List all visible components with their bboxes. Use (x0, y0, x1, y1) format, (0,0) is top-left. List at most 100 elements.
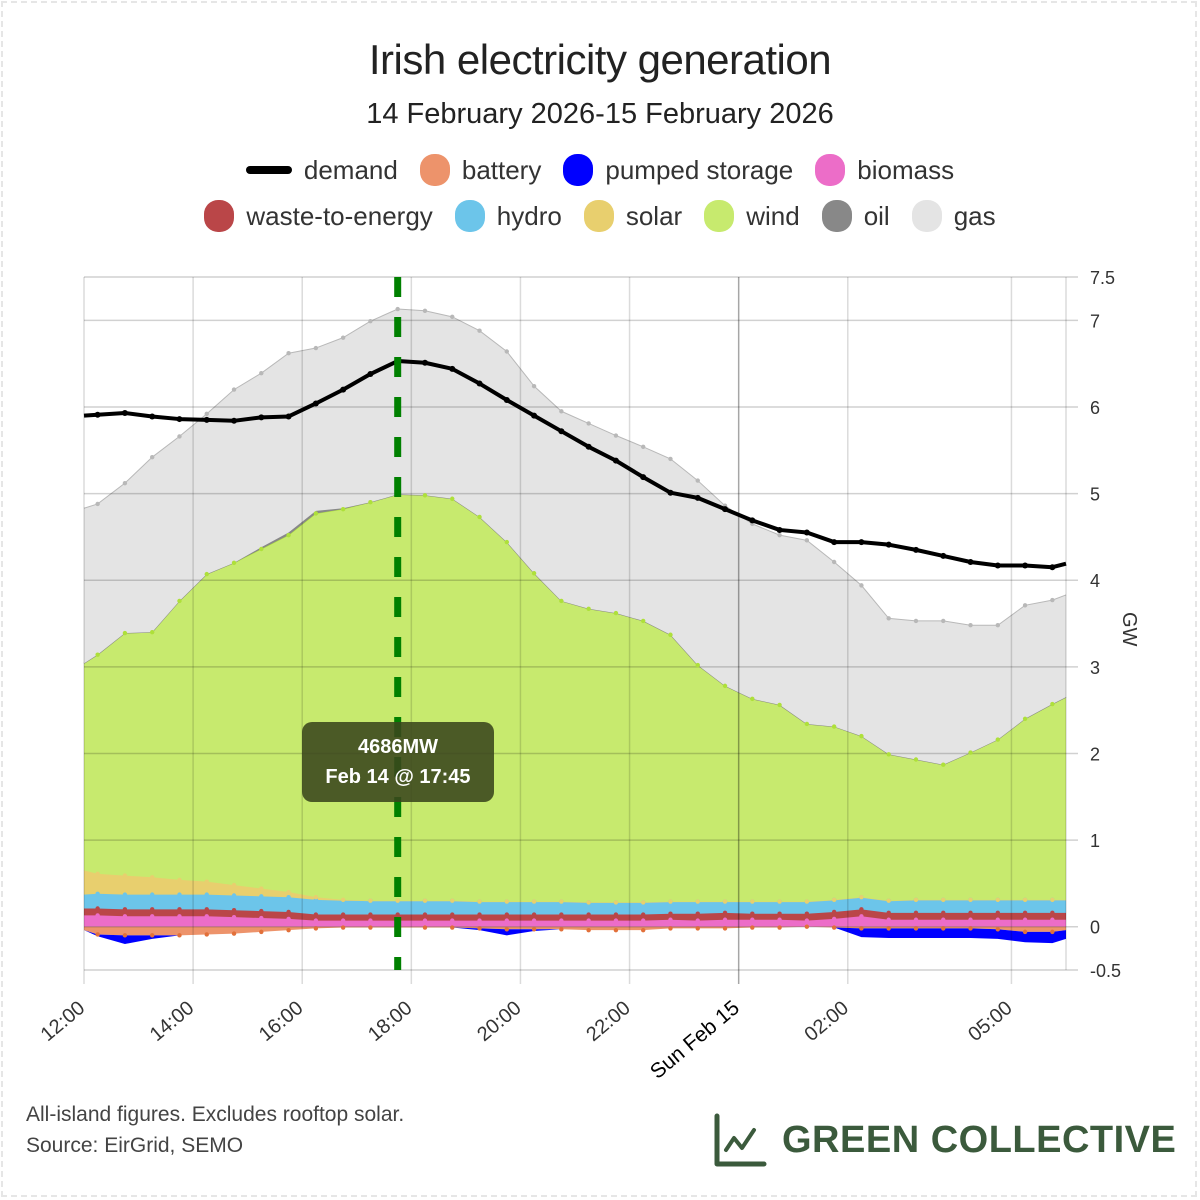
point-waste-to-energy (886, 910, 891, 916)
legend-item-wind[interactable]: wind (704, 200, 800, 232)
point-demand (231, 417, 238, 424)
y-tick-label: 7.5 (1090, 268, 1115, 288)
point-wind (640, 618, 646, 624)
point-demand (667, 489, 674, 496)
point-biomass (149, 914, 155, 919)
point-battery (122, 933, 128, 938)
point-battery (177, 933, 182, 938)
point-gas (586, 421, 591, 426)
point-gas (559, 409, 564, 414)
point-wind (177, 598, 182, 604)
point-battery (750, 925, 755, 930)
legend-swatch-hydro (454, 200, 485, 232)
point-hydro (95, 891, 100, 896)
legend-item-battery[interactable]: battery (419, 154, 541, 186)
point-hydro (204, 892, 209, 897)
point-biomass (640, 918, 646, 923)
point-wind (613, 610, 619, 616)
point-waste-to-energy (668, 911, 673, 916)
legend-label-demand: demand (303, 154, 398, 185)
legend-item-hydro[interactable]: hydro (454, 200, 562, 232)
point-wind (477, 514, 482, 520)
point-waste-to-energy (531, 912, 537, 917)
point-battery (941, 926, 946, 931)
point-gas (831, 559, 837, 565)
area-gas (84, 309, 1066, 765)
area-hydro (84, 893, 1066, 915)
point-battery (886, 926, 891, 931)
point-battery (149, 933, 155, 938)
point-battery (913, 926, 919, 931)
point-wind (886, 752, 891, 757)
legend-swatch-pumped-storage (563, 154, 594, 186)
legend-label-wind: wind (746, 200, 800, 231)
point-biomass (613, 918, 619, 923)
point-gas (422, 308, 428, 313)
point-wind (831, 724, 837, 729)
point-wind (668, 632, 673, 637)
point-battery (477, 926, 482, 931)
point-demand (640, 474, 647, 481)
point-waste-to-energy (177, 907, 182, 912)
point-battery (95, 932, 100, 937)
point-waste-to-energy (859, 907, 864, 912)
point-wind (941, 762, 946, 767)
chart-title: Irish electricity generation (368, 36, 832, 83)
legend-swatch-oil (821, 200, 852, 232)
point-wind (149, 629, 155, 635)
legend-row-2: waste-to-energy hydro solar wind oil gas (0, 200, 1200, 232)
point-wind (995, 737, 1001, 742)
point-demand (503, 397, 510, 404)
point-solar (886, 898, 891, 903)
point-biomass (177, 914, 182, 919)
point-gas (504, 349, 510, 354)
point-demand (1022, 562, 1029, 569)
legend-item-demand[interactable]: demand (245, 154, 398, 186)
point-wind (1050, 701, 1055, 707)
point-demand (476, 380, 483, 387)
x-axis: 12:00 14:00 16:00 18:00 20:00 22:00 Sun Feb 15… (37, 996, 1017, 1083)
point-biomass (531, 918, 537, 923)
point-gas (640, 444, 646, 449)
point-wind (968, 750, 973, 755)
legend-item-waste-to-energy[interactable]: waste-to-energy (204, 200, 433, 232)
point-wind (559, 598, 564, 604)
point-solar (668, 899, 673, 904)
point-wind (504, 539, 510, 545)
point-gas (368, 318, 373, 324)
legend-item-biomass[interactable]: biomass (815, 154, 954, 186)
point-demand (612, 457, 619, 464)
y-tick-label: -0.5 (1090, 961, 1121, 981)
point-gas (450, 314, 455, 320)
legend-item-oil[interactable]: oil (821, 200, 890, 232)
point-wind (122, 630, 128, 636)
point-gas (204, 411, 209, 417)
point-solar (149, 875, 155, 880)
legend-item-gas[interactable]: gas (911, 200, 996, 232)
legend-swatch-gas (911, 200, 942, 232)
x-tick-label: 22:00 (582, 997, 634, 1046)
point-waste-to-energy (313, 912, 319, 917)
point-biomass (122, 914, 128, 919)
point-biomass (695, 918, 700, 923)
point-gas (231, 387, 237, 392)
point-waste-to-energy (695, 911, 700, 916)
point-gas (804, 538, 810, 543)
y-tick-label: 7 (1090, 311, 1100, 331)
point-biomass (831, 916, 837, 922)
point-battery (722, 926, 728, 931)
legend-item-solar[interactable]: solar (583, 200, 682, 232)
point-battery (968, 926, 973, 931)
point-gas (340, 335, 346, 340)
x-tick-label: Sun Feb 15 (646, 996, 744, 1083)
point-demand (1049, 564, 1056, 571)
point-solar (913, 897, 919, 903)
point-gas (286, 351, 291, 356)
legend-item-pumped-storage[interactable]: pumped storage (563, 154, 793, 186)
point-gas (777, 532, 782, 538)
brand-logo[interactable]: GREEN COLLECTIVE (712, 1112, 1176, 1168)
point-battery (1050, 929, 1055, 935)
point-demand (803, 529, 810, 536)
y-axis-label: GW (1118, 612, 1140, 647)
